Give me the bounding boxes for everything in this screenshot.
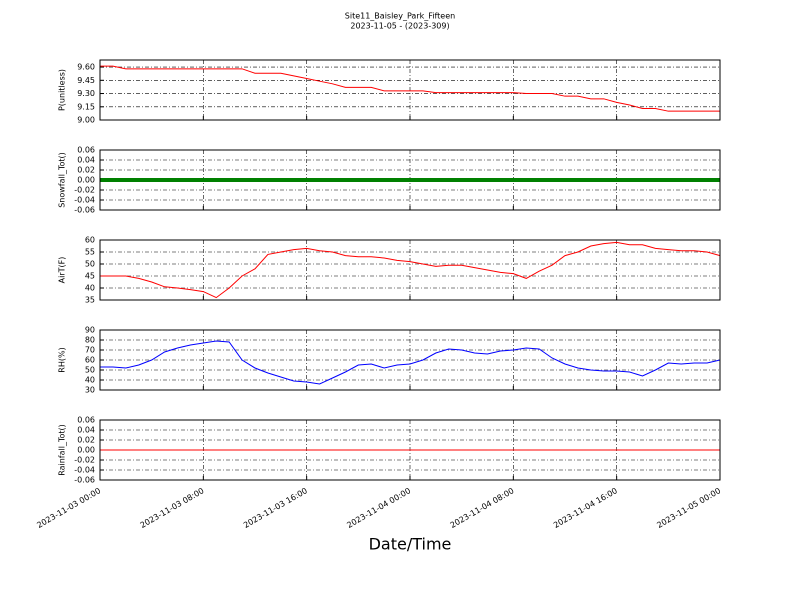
y-tick-label: 90 [85, 326, 95, 335]
y-tick-label: 40 [85, 284, 95, 293]
y-tick-label: 0.00 [77, 176, 95, 185]
y-tick-label: 0.06 [77, 416, 95, 425]
y-tick-label: 60 [85, 236, 95, 245]
plot-frame [99, 239, 721, 301]
plot-frame [99, 149, 721, 211]
y-tick-label: -0.02 [74, 456, 95, 465]
y-axis-label: P(unitless) [58, 69, 67, 111]
y-tick-label: 45 [85, 272, 95, 281]
y-tick-label: 0.02 [77, 166, 95, 175]
y-tick-label: 50 [85, 260, 95, 269]
y-axis-label: Rainfall_Tot() [58, 424, 67, 476]
y-tick-label: 50 [85, 366, 95, 375]
y-tick-label: -0.04 [74, 466, 95, 475]
y-axis-label: Snowfall_Tot() [58, 152, 67, 208]
y-tick-label: 9.45 [77, 76, 95, 85]
y-tick-label: 55 [85, 248, 95, 257]
data-line [100, 340, 721, 385]
y-tick-label: 0.06 [77, 146, 95, 155]
y-axis-label: RH(%) [58, 347, 67, 372]
chart-title: Site11_Baisley_Park_Fifteen [345, 12, 455, 21]
chart-subtitle: 2023-11-05 - (2023-309) [350, 22, 449, 31]
y-tick-label: 9.30 [77, 89, 95, 98]
y-axis-label: AirT(F) [58, 257, 67, 284]
y-tick-label: 60 [85, 356, 95, 365]
y-tick-label: 0.04 [77, 156, 95, 165]
y-tick-label: -0.06 [74, 206, 95, 215]
y-tick-label: 35 [85, 296, 95, 305]
y-tick-label: 0.04 [77, 426, 95, 435]
y-tick-label: -0.02 [74, 186, 95, 195]
y-tick-label: 30 [85, 386, 95, 395]
plot-frame [99, 329, 721, 391]
plot-frame [99, 419, 721, 481]
y-tick-label: 9.15 [77, 102, 95, 111]
y-tick-label: 0.02 [77, 436, 95, 445]
x-axis-label: Date/Time [369, 535, 452, 554]
y-tick-label: -0.06 [74, 476, 95, 485]
y-tick-label: 0.00 [77, 446, 95, 455]
plot-frame [99, 59, 721, 121]
data-line [100, 65, 720, 112]
y-tick-label: 9.60 [77, 63, 95, 72]
y-tick-label: 40 [85, 376, 95, 385]
y-tick-label: 80 [85, 336, 95, 345]
y-tick-label: 9.00 [77, 116, 95, 125]
y-tick-label: -0.04 [74, 196, 95, 205]
data-line [100, 241, 721, 299]
y-tick-label: 70 [85, 346, 95, 355]
